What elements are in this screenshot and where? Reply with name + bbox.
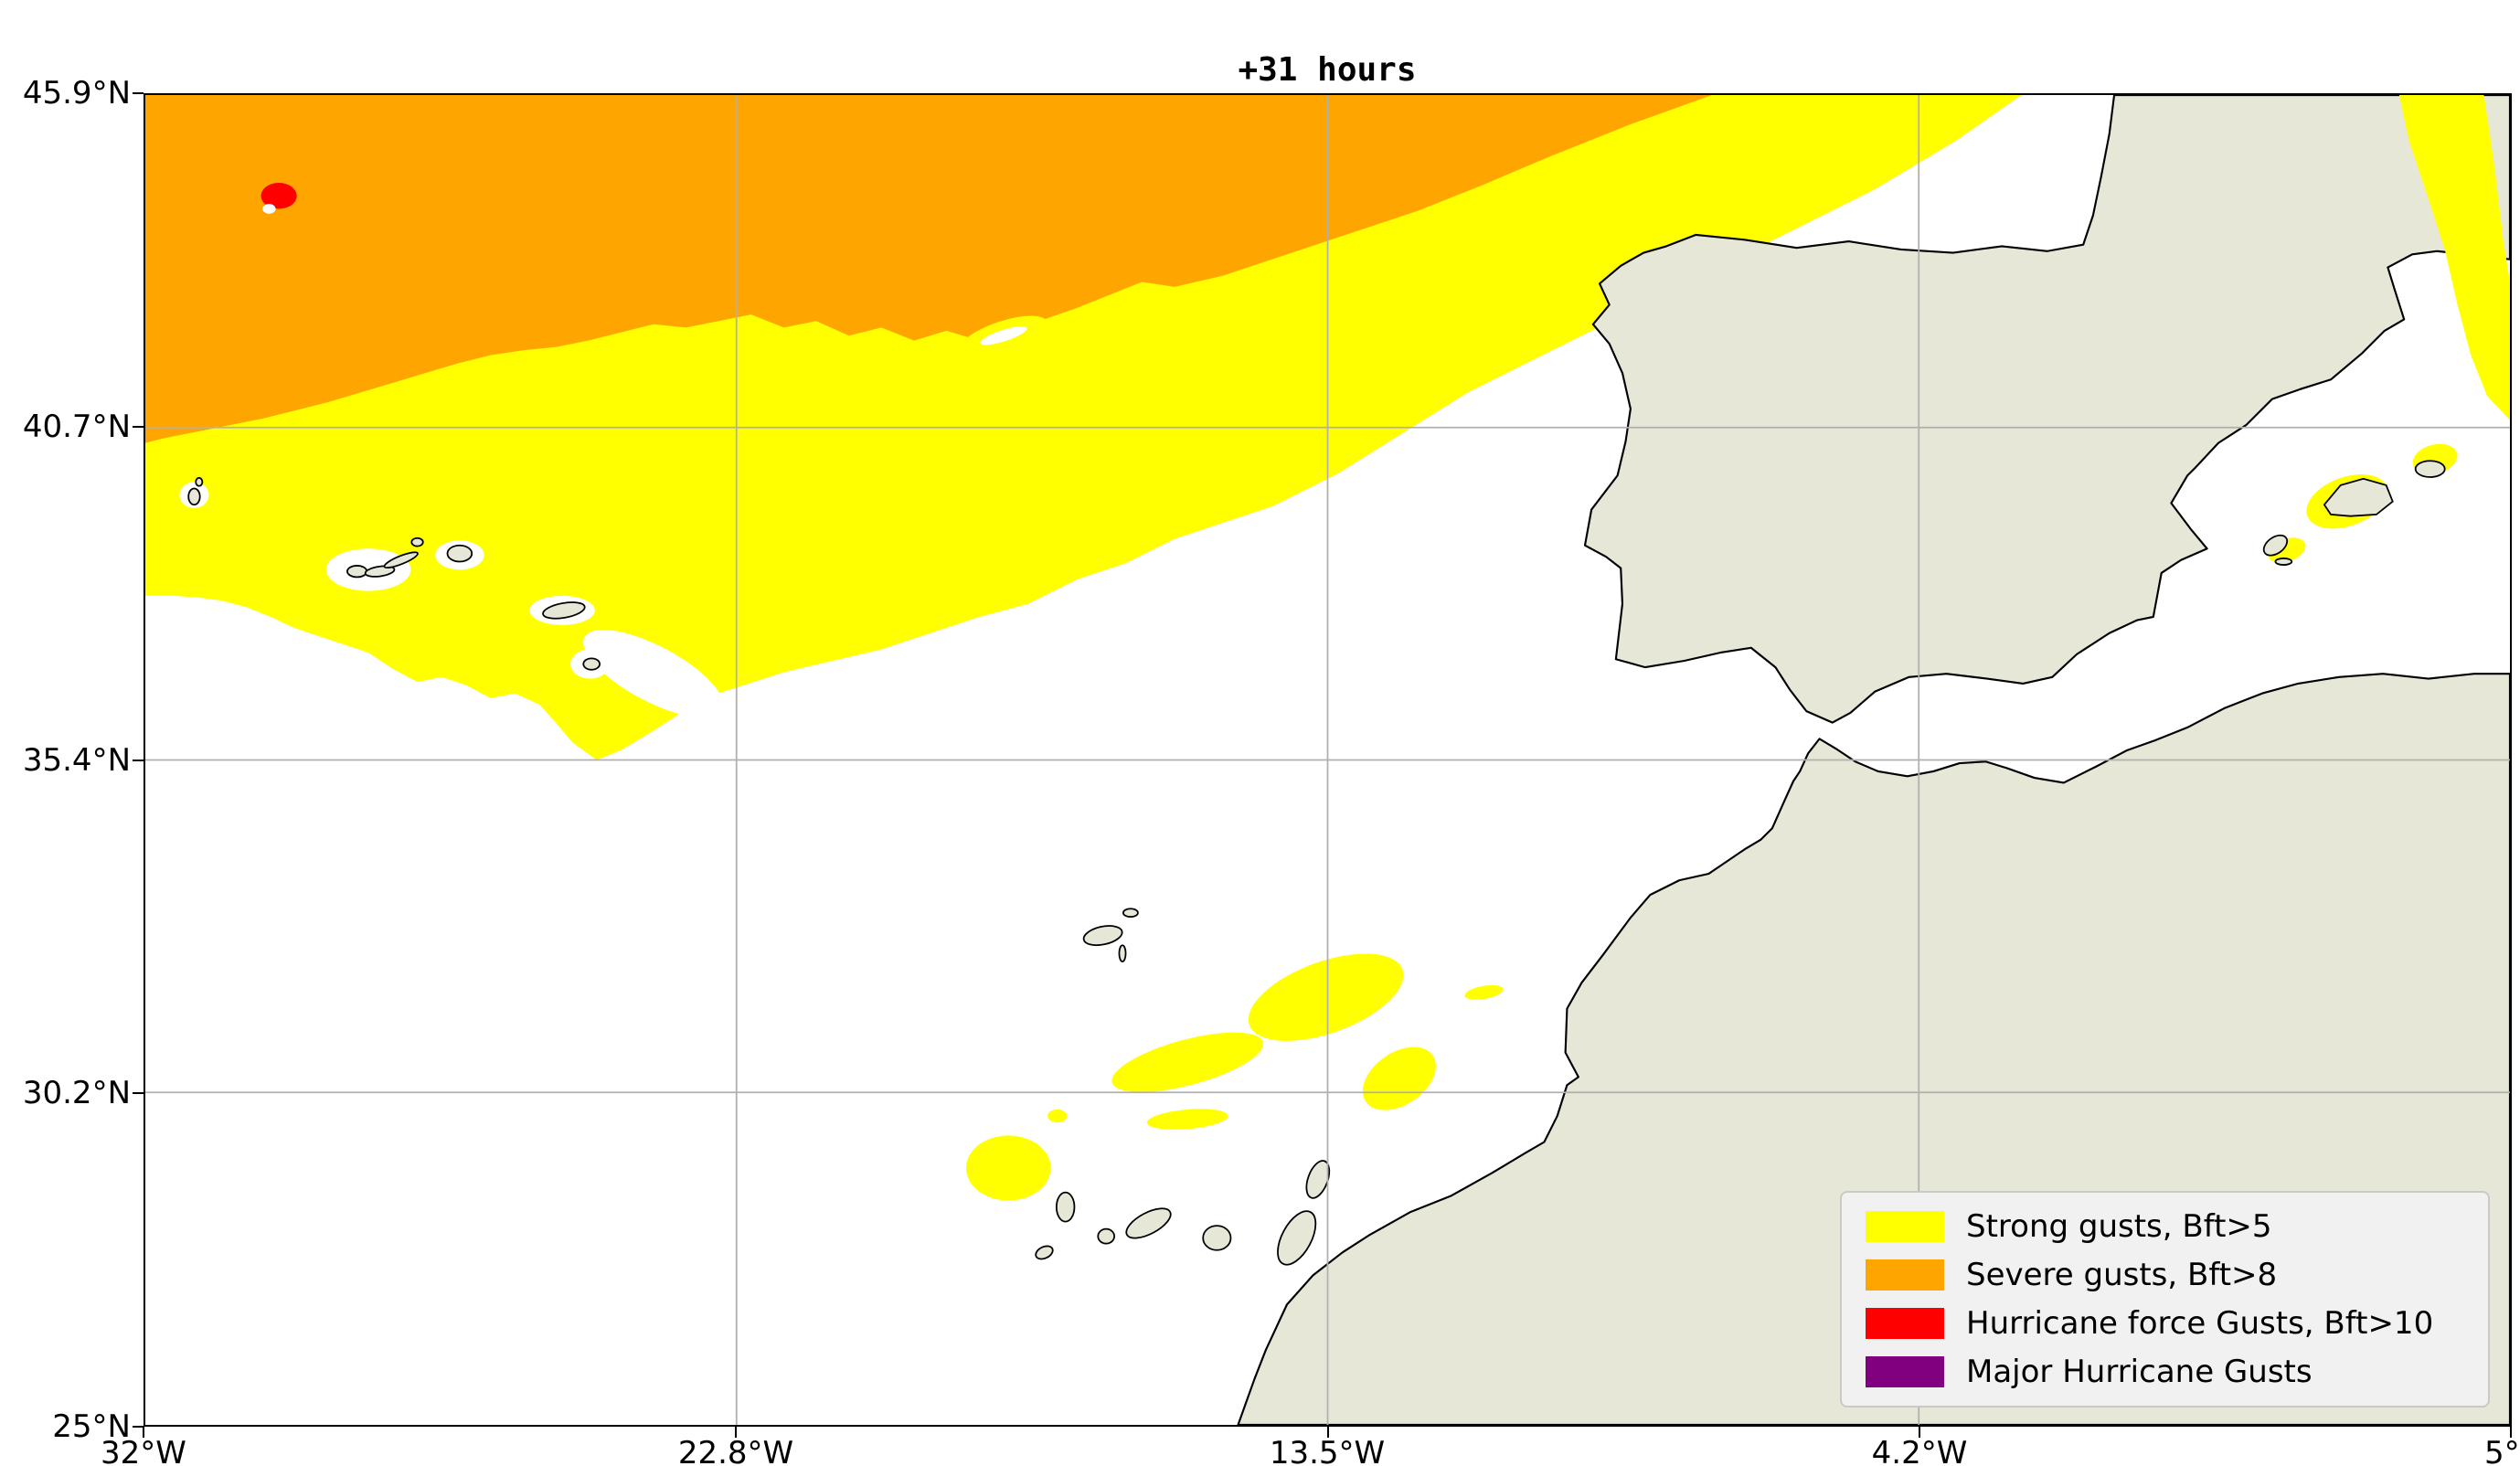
x-tick-label: 5°E bbox=[2483, 1435, 2520, 1466]
y-tick-label: 45.9°N bbox=[22, 75, 131, 112]
y-tick-label: 40.7°N bbox=[22, 409, 131, 445]
island-terceira bbox=[446, 544, 473, 563]
island-la-gomera bbox=[1097, 1227, 1115, 1245]
island-pico bbox=[364, 565, 396, 578]
y-tick-label: 25°N bbox=[52, 1408, 131, 1445]
strong-gusts-patch bbox=[1248, 953, 1404, 1041]
legend-label: Major Hurricane Gusts bbox=[1966, 1354, 2313, 1391]
strong-gusts-patch bbox=[1111, 1032, 1264, 1093]
island-mallorca bbox=[2323, 477, 2394, 517]
island-santa-maria bbox=[582, 657, 601, 671]
strong-gusts-patch bbox=[1464, 984, 1504, 1000]
legend-row-strong-gusts: Strong gusts, Bft>5 bbox=[1866, 1208, 2464, 1245]
strong-gusts-patch bbox=[1362, 1046, 1436, 1110]
legend-label: Hurricane force Gusts, Bft>10 bbox=[1966, 1305, 2434, 1343]
y-tick-label: 35.4°N bbox=[22, 742, 131, 779]
legend-row-severe-gusts: Severe gusts, Bft>8 bbox=[1866, 1257, 2464, 1293]
strong-gusts-swatch bbox=[1866, 1210, 1944, 1242]
x-tick-label: 4.2°W bbox=[1871, 1435, 1968, 1466]
axis-tick bbox=[133, 1092, 144, 1094]
x-tick-label: 32°W bbox=[101, 1435, 186, 1466]
axis-tick bbox=[133, 1426, 144, 1428]
map-plot-area bbox=[144, 93, 2512, 1427]
axis-tick bbox=[133, 426, 144, 428]
strong-gusts-mistral-streak bbox=[2398, 95, 2510, 420]
island-corvo bbox=[195, 477, 204, 487]
ocean-hole bbox=[980, 326, 1027, 345]
island-porto-santo bbox=[1122, 908, 1139, 919]
severe-gusts-region bbox=[145, 95, 1712, 443]
x-tick-label: 22.8°W bbox=[677, 1435, 794, 1466]
major-hurricane-gusts-swatch bbox=[1866, 1356, 1944, 1388]
gust-map-canvas bbox=[145, 95, 2510, 1425]
axis-tick bbox=[2510, 1427, 2512, 1438]
island-ibiza bbox=[2262, 534, 2289, 557]
hurricane-gusts-region bbox=[261, 183, 297, 209]
x-tick-label: 13.5°W bbox=[1269, 1435, 1386, 1466]
island-flores bbox=[187, 487, 201, 506]
legend-row-major-hurricane-gusts: Major Hurricane Gusts bbox=[1866, 1354, 2464, 1390]
island-faial bbox=[346, 565, 368, 579]
land-iberia-france bbox=[1583, 95, 2510, 724]
strong-gusts-patch bbox=[965, 1135, 1051, 1201]
axis-tick bbox=[143, 1427, 144, 1438]
island-tenerife bbox=[1125, 1207, 1172, 1239]
island-madeira bbox=[1082, 925, 1123, 947]
axis-tick bbox=[1327, 1427, 1329, 1438]
island-sao-miguel bbox=[542, 601, 586, 620]
lead-time-label: +31 hours bbox=[1238, 51, 1417, 89]
island-gran-canaria bbox=[1202, 1225, 1232, 1251]
hurricane-gusts-notch bbox=[262, 204, 276, 214]
axis-tick bbox=[735, 1427, 737, 1438]
axis-tick bbox=[1919, 1427, 1920, 1438]
hurricane-gusts-spot bbox=[261, 183, 297, 209]
axis-tick bbox=[133, 760, 144, 761]
island-formentera bbox=[2274, 558, 2293, 566]
legend-row-hurricane-gusts: Hurricane force Gusts, Bft>10 bbox=[1866, 1305, 2464, 1342]
y-tick-label: 30.2°N bbox=[22, 1075, 131, 1111]
island-desertas bbox=[1118, 944, 1127, 962]
severe-gusts-band bbox=[145, 95, 1712, 443]
island-fuerteventura bbox=[1277, 1210, 1317, 1266]
island-sao-jorge bbox=[383, 551, 419, 569]
legend-label: Strong gusts, Bft>5 bbox=[1966, 1207, 2272, 1245]
gridlines bbox=[145, 95, 2510, 1425]
island-graciosa bbox=[410, 536, 424, 547]
strong-gusts-patch bbox=[1146, 1109, 1228, 1130]
island-menorca bbox=[2414, 460, 2446, 478]
hurricane-gusts-swatch bbox=[1866, 1308, 1944, 1340]
strong-gusts-patch bbox=[1047, 1109, 1068, 1123]
islands bbox=[187, 460, 2446, 1266]
island-el-hierro bbox=[1035, 1245, 1054, 1260]
axis-tick bbox=[133, 92, 144, 94]
ocean-hole bbox=[583, 630, 724, 718]
map-legend: Strong gusts, Bft>5 Severe gusts, Bft>8 … bbox=[1840, 1191, 2490, 1408]
severe-gusts-swatch bbox=[1866, 1259, 1944, 1291]
island-la-palma bbox=[1055, 1191, 1076, 1223]
legend-label: Severe gusts, Bft>8 bbox=[1966, 1256, 2278, 1293]
